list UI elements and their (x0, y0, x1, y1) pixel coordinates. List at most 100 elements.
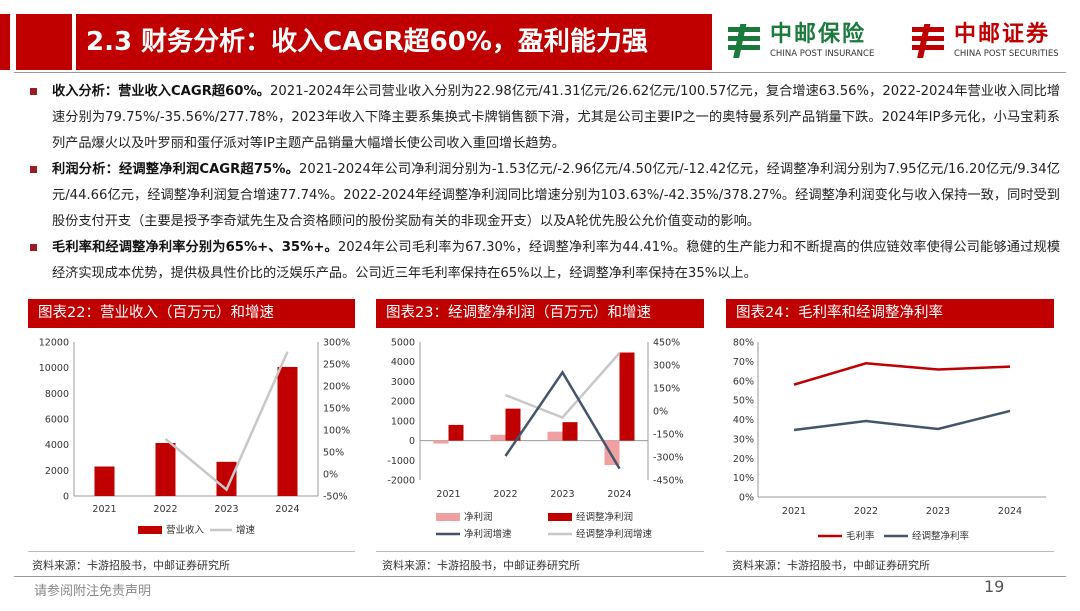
chart23-x-tick: 2021 (436, 489, 460, 500)
bullet-profit: 利润分析：经调整净利润CAGR超75%。2021-2024年公司净利润分别为-1… (30, 157, 1060, 235)
chart23-y-tick-left: -2000 (387, 476, 415, 487)
title-bar-stripe (10, 14, 16, 70)
chart23-bar-adjusted-net-profit (505, 408, 521, 441)
page-title: 2.3 财务分析：收入CAGR超60%，盈利能力强 (86, 27, 648, 57)
logo-securities-en: CHINA POST SECURITIES (954, 49, 1059, 59)
chart22-legend-swatch-revenue (138, 526, 162, 534)
chart23-y-tick-right: 450% (653, 338, 680, 349)
chart22-y-tick-left: 2000 (45, 466, 69, 477)
chart22-source-rule (28, 551, 355, 552)
chart23-bar-net-profit (604, 440, 620, 466)
header-rule (14, 72, 1066, 73)
chart24-x-tick: 2022 (854, 506, 878, 517)
chart23-y-tick-right: -450% (653, 476, 684, 487)
chart23-legend-adjusted-net-profit: 经调整净利润 (576, 511, 633, 523)
footer-rule (14, 576, 1066, 577)
chart22-legend-revenue: 营业收入 (166, 524, 205, 536)
analysis-bullets: 收入分析：营业收入CAGR超60%。2021-2024年公司营业收入分别为22.… (30, 79, 1060, 287)
chart22-legend-growth: 增速 (236, 524, 256, 536)
title-bar-edge (0, 14, 10, 70)
chart23-bar-adjusted-net-profit (448, 424, 464, 441)
chart23-y-tick-right: 0% (653, 407, 668, 418)
bullet-profit-text: 2021-2024年公司净利润分别为-1.53亿元/-2.96亿元/4.50亿元… (52, 162, 1060, 229)
logo-insurance-en: CHINA POST INSURANCE (770, 49, 875, 59)
chart23-y-tick-left: 3000 (391, 377, 415, 388)
chart23-y-tick-left: 1000 (391, 416, 415, 427)
chart23-y-tick-left: 2000 (391, 397, 415, 408)
chart23-svg: -2000 -1000 0 1000 2000 3000 4000 5000 -450% -300… (387, 338, 684, 541)
bullet-margin-text: 2024年公司毛利率为67.30%，经调整净利率为44.41%。稳健的生产能力和… (52, 240, 1061, 281)
chart22-title: 图表22：营业收入（百万元）和增速 (28, 299, 355, 328)
chart22-y-tick-right: 50% (323, 448, 344, 459)
chart24-y-tick: 0% (739, 493, 754, 504)
chart23-x-tick: 2022 (493, 489, 517, 500)
chart22-y-tick-right: 150% (323, 404, 350, 415)
logo-securities-cn: 中邮证券 (954, 22, 1051, 47)
chart24-y-tick: 30% (733, 434, 754, 445)
chart23-legend-net-growth: 净利润增速 (464, 528, 512, 540)
chart22-x-tick: 2022 (153, 504, 177, 515)
chart23-y-tick-right: 300% (653, 361, 680, 372)
bullet-margin-lead: 毛利率和经调整净利率分别为65%+、35%+。 (52, 240, 338, 255)
chart22-x-tick: 2021 (92, 504, 116, 515)
title-bar-stripe-2 (72, 14, 76, 70)
chart23-bar-adjusted-net-profit (619, 352, 635, 441)
chart22-y-tick-left: 10000 (39, 363, 69, 374)
chart23-legend-swatch-net-profit (436, 513, 460, 521)
chart23: -2000 -1000 0 1000 2000 3000 4000 5000 -450% -300… (376, 330, 712, 548)
chart23-bar-net-profit (547, 431, 563, 441)
chart22-y-tick-right: 100% (323, 426, 350, 437)
page-number: 19 (984, 577, 1005, 596)
chart22-y-tick-right: 0% (323, 470, 338, 481)
chart24-y-tick: 40% (733, 415, 754, 426)
china-post-securities-logo-icon (912, 24, 944, 58)
chart24-legend-adjusted-net-margin: 经调整净利率 (912, 530, 970, 542)
china-post-insurance-logo-icon (728, 24, 760, 58)
chart23-title: 图表23：经调整净利润（百万元）和增速 (376, 299, 704, 328)
chart22-source: 资料来源：卡游招股书，中邮证券研究所 (32, 559, 230, 572)
chart24-svg: 0% 10% 20% 30% 40% 50% 60% 70% 80% 2021 2022 2023 20… (733, 338, 1046, 542)
logo-china-post-insurance: 中邮保险 CHINA POST INSURANCE (724, 18, 874, 64)
chart24-source-rule (726, 551, 1054, 552)
chart23-y-tick-right: -300% (653, 453, 684, 464)
chart23-y-tick-right: -150% (653, 430, 684, 441)
chart23-legend-net-profit: 净利润 (464, 511, 493, 523)
chart24-y-tick: 60% (733, 376, 754, 387)
chart22-y-tick-left: 0 (63, 492, 69, 503)
chart23-legend-swatch-adjusted-net-profit (548, 513, 572, 521)
title-bar-block (16, 14, 72, 70)
chart23-net-growth-line (504, 370, 621, 470)
chart23-x-tick: 2023 (550, 489, 574, 500)
chart22-y-tick-left: 4000 (45, 440, 69, 451)
chart22-bar (94, 466, 115, 496)
bullet-revenue-lead: 收入分析：营业收入CAGR超60%。 (52, 84, 270, 99)
chart24-title: 图表24：毛利率和经调整净利率 (726, 299, 1054, 328)
logo-insurance-cn: 中邮保险 (770, 22, 867, 47)
chart24-y-tick: 20% (733, 454, 754, 465)
chart23-source: 资料来源：卡游招股书，中邮证券研究所 (382, 559, 580, 572)
chart23-source-rule (376, 551, 704, 552)
chart22-growth-line (164, 351, 289, 492)
chart24-y-tick: 80% (733, 338, 754, 349)
logo-china-post-securities: 中邮证券 CHINA POST SECURITIES (908, 18, 1059, 64)
chart22-bar (155, 442, 176, 496)
chart23-bar-net-profit (433, 440, 449, 444)
chart23-y-tick-left: -1000 (387, 456, 415, 467)
chart24-y-tick: 50% (733, 396, 754, 407)
chart24-source: 资料来源：卡游招股书，中邮证券研究所 (732, 559, 930, 572)
chart22-x-tick: 2024 (275, 504, 299, 515)
chart22-y-tick-left: 6000 (45, 415, 69, 426)
chart24-y-tick: 10% (733, 473, 754, 484)
chart24-x-tick: 2023 (926, 506, 950, 517)
chart22-y-tick-right: 250% (323, 360, 350, 371)
chart23-bar-net-profit (490, 434, 506, 441)
chart22-x-tick: 2023 (214, 504, 238, 515)
chart24-adjusted-net-margin-line (793, 409, 1011, 432)
chart22-y-tick-left: 8000 (45, 389, 69, 400)
bullet-revenue-text: 2021-2024年公司营业收入分别为22.98亿元/41.31亿元/26.62… (52, 84, 1060, 151)
chart22-svg: 0 2000 4000 6000 8000 10000 12000 -50% 0% 50% 100%… (39, 338, 350, 537)
title-bar: 2.3 财务分析：收入CAGR超60%，盈利能力强 (0, 14, 712, 70)
chart22-bar (216, 461, 237, 496)
chart22-y-tick-right: 200% (323, 382, 350, 393)
chart23-x-tick: 2024 (607, 489, 631, 500)
